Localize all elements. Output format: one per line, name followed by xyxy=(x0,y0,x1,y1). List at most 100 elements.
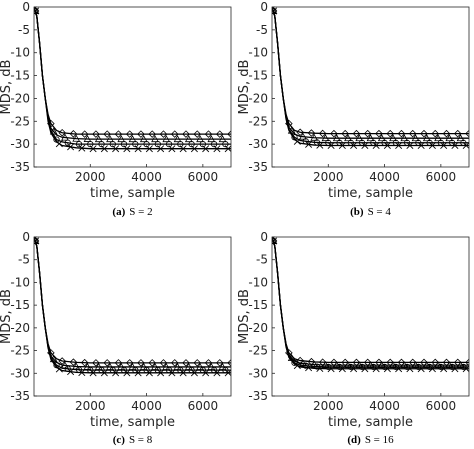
data-point xyxy=(199,141,206,148)
data-point xyxy=(145,369,153,377)
y-tick-label: -25 xyxy=(248,114,268,128)
data-point xyxy=(310,133,319,141)
data-point xyxy=(89,369,97,377)
x-tick-label: 4000 xyxy=(369,170,400,184)
data-point xyxy=(92,130,100,138)
series-circle xyxy=(272,236,469,371)
data-point xyxy=(272,237,278,245)
data-point xyxy=(428,141,436,150)
series-x xyxy=(272,236,469,373)
series-line xyxy=(272,236,469,364)
data-point xyxy=(456,134,465,142)
data-point xyxy=(406,365,414,373)
data-point xyxy=(120,141,128,148)
caption-letter: (d) xyxy=(347,434,361,446)
data-point xyxy=(386,129,394,138)
plot-frame xyxy=(33,236,232,397)
data-point xyxy=(202,145,210,153)
data-point xyxy=(94,135,103,143)
data-point xyxy=(159,130,168,138)
y-tick-label: -10 xyxy=(248,46,268,60)
data-point xyxy=(148,130,156,138)
data-point xyxy=(207,135,216,143)
data-point xyxy=(462,365,469,373)
data-point xyxy=(451,365,459,373)
data-point xyxy=(375,129,383,138)
series-triangle xyxy=(34,6,231,143)
data-point xyxy=(215,130,224,138)
series-line xyxy=(34,6,231,140)
x-axis-label: time, sample xyxy=(90,415,175,430)
data-point xyxy=(330,129,338,138)
data-point xyxy=(213,369,221,377)
data-point xyxy=(332,134,341,142)
data-point xyxy=(296,128,304,137)
data-point xyxy=(170,359,179,367)
series-line xyxy=(34,236,231,371)
data-point xyxy=(440,141,448,150)
data-point xyxy=(417,141,425,150)
data-point xyxy=(162,135,171,143)
data-point xyxy=(106,135,114,143)
data-point xyxy=(381,363,388,371)
data-point xyxy=(215,359,224,367)
data-point xyxy=(272,237,278,245)
series-triangle xyxy=(272,6,469,142)
caption-letter: (b) xyxy=(350,206,364,218)
y-axis-label: MDS, dB xyxy=(237,289,252,344)
data-point xyxy=(338,365,346,373)
data-point xyxy=(224,369,231,377)
series-line xyxy=(34,6,231,150)
series-diamond xyxy=(272,236,469,367)
data-point xyxy=(372,365,380,373)
y-tick-label: -15 xyxy=(248,69,268,83)
data-point xyxy=(400,134,409,142)
y-tick-label: 0 xyxy=(260,230,268,244)
data-point xyxy=(69,130,78,138)
data-point xyxy=(196,135,204,143)
plot-frame xyxy=(271,236,470,397)
data-point xyxy=(69,358,78,366)
data-point xyxy=(366,134,375,142)
data-point xyxy=(34,237,40,245)
chart-panel-0: 0 -5 -10 -15 -20 -25 -30 -35 2000 4000 6000 time, s… xyxy=(0,0,232,218)
data-point xyxy=(67,368,75,376)
series-x xyxy=(272,6,469,150)
y-tick-label: -15 xyxy=(10,298,30,312)
series-diamond xyxy=(272,6,469,138)
plot-frame xyxy=(271,6,470,168)
data-point xyxy=(148,359,156,367)
data-point xyxy=(338,141,346,150)
series-circle xyxy=(34,236,231,374)
data-point xyxy=(109,141,116,148)
data-point xyxy=(293,137,301,145)
data-point xyxy=(103,359,111,367)
data-point xyxy=(123,145,131,153)
y-tick-label: -35 xyxy=(248,160,268,174)
data-point xyxy=(210,141,218,148)
data-point xyxy=(434,134,442,142)
data-point xyxy=(426,363,433,371)
data-point xyxy=(80,358,89,367)
data-point xyxy=(98,141,105,148)
y-tick-label: -10 xyxy=(10,46,30,60)
data-point xyxy=(159,359,168,367)
y-tick-label: -25 xyxy=(248,344,268,358)
data-point xyxy=(377,134,386,142)
data-point xyxy=(193,359,201,367)
data-point xyxy=(395,141,403,150)
data-point xyxy=(406,141,414,150)
series-line xyxy=(272,236,469,370)
series-line xyxy=(34,6,231,135)
series-line xyxy=(34,6,231,145)
data-point xyxy=(222,141,229,148)
data-point xyxy=(190,145,198,153)
data-point xyxy=(358,363,366,371)
data-point xyxy=(227,359,231,367)
data-point xyxy=(145,145,153,153)
data-point xyxy=(437,363,444,371)
data-point xyxy=(157,369,165,377)
data-point xyxy=(448,363,456,371)
data-point xyxy=(352,129,361,138)
x-tick-label: 4000 xyxy=(131,170,162,184)
